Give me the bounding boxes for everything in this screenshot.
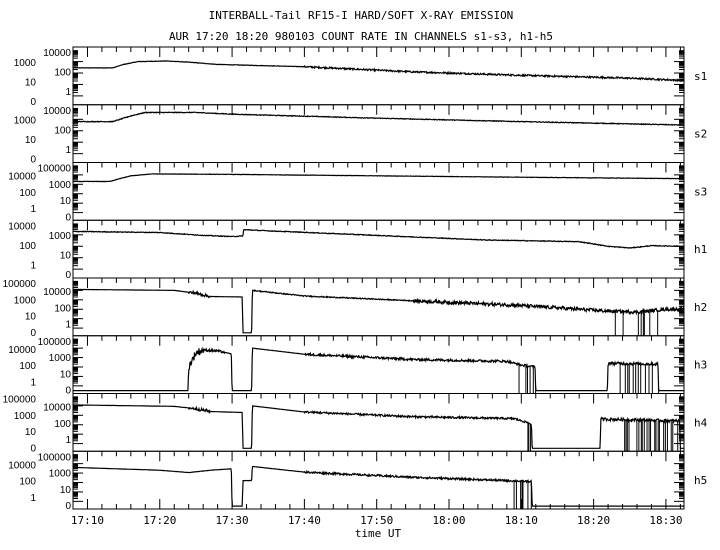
y-tick-label: 10 — [25, 312, 37, 323]
channel-label-h4: h4 — [694, 416, 708, 429]
y-tick-label: 100000 — [38, 452, 72, 463]
y-tick-label: 10 — [25, 427, 37, 438]
y-tick-label: 1 — [30, 493, 36, 504]
x-tick-label: 17:30 — [216, 514, 249, 527]
y-tick-label: 10000 — [8, 172, 36, 183]
channel-label-h1: h1 — [694, 243, 707, 256]
y-tick-label: 1000 — [14, 58, 37, 69]
series-line-h2 — [73, 288, 684, 334]
y-tick-label: 0 — [65, 386, 71, 397]
series-line-h1 — [72, 229, 685, 250]
y-tick-label: 0 — [30, 155, 36, 166]
channel-label-h2: h2 — [694, 301, 707, 314]
x-tick-label: 17:10 — [71, 514, 104, 527]
channel-label-h5: h5 — [694, 474, 707, 487]
y-tick-label: 10 — [60, 251, 72, 262]
y-tick-label: 1000 — [14, 295, 37, 306]
y-tick-label: 1 — [65, 320, 71, 331]
y-tick-label: 100 — [19, 241, 36, 252]
y-tick-label: 10 — [25, 77, 37, 88]
y-tick-label: 100000 — [3, 279, 37, 290]
y-tick-label: 100 — [19, 477, 36, 488]
series-line-h4 — [73, 404, 684, 449]
panel-frame — [72, 46, 685, 106]
y-tick-label: 1 — [65, 145, 71, 156]
panel-frame — [72, 450, 685, 510]
chart-title: INTERBALL-Tail RF15-I HARD/SOFT X-RAY EM… — [209, 9, 514, 22]
series-line-s3 — [72, 173, 684, 183]
chart-subtitle: AUR 17:20 18:20 980103 COUNT RATE IN CHA… — [169, 30, 553, 43]
panel-frame — [72, 277, 685, 337]
x-tick-label: 18:20 — [577, 514, 610, 527]
channel-label-s1: s1 — [694, 70, 707, 83]
y-tick-label: 100000 — [38, 337, 72, 348]
y-tick-label: 1000 — [49, 353, 72, 364]
y-tick-label: 100 — [19, 188, 36, 199]
y-tick-label: 10000 — [8, 345, 36, 356]
x-tick-label: 18:30 — [649, 514, 682, 527]
y-tick-label: 100 — [54, 419, 71, 430]
y-tick-label: 10000 — [43, 106, 71, 117]
series-line-s2 — [72, 111, 685, 126]
y-tick-label: 1 — [30, 204, 36, 215]
y-tick-label: 0 — [30, 97, 36, 108]
panel-frame — [72, 162, 685, 221]
y-tick-label: 0 — [65, 270, 71, 281]
channel-label-s2: s2 — [694, 128, 707, 141]
y-tick-label: 100 — [54, 125, 71, 136]
panel-frame — [72, 393, 685, 452]
y-tick-label: 1 — [65, 87, 71, 98]
x-tick-label: 18:10 — [505, 514, 538, 527]
y-tick-label: 0 — [30, 328, 36, 339]
series-line-s1 — [72, 60, 685, 83]
y-tick-label: 10 — [60, 196, 72, 207]
y-tick-label: 1 — [30, 377, 36, 388]
series-line-h3 — [73, 346, 684, 392]
panel-frame — [72, 335, 685, 394]
y-tick-label: 0 — [65, 212, 71, 223]
y-tick-label: 10000 — [8, 460, 36, 471]
y-tick-label: 100000 — [38, 164, 72, 175]
y-tick-label: 0 — [30, 443, 36, 454]
x-tick-label: 17:50 — [360, 514, 393, 527]
y-tick-label: 1000 — [14, 116, 37, 127]
x-tick-label: 17:40 — [288, 514, 321, 527]
y-tick-label: 100 — [19, 361, 36, 372]
y-tick-label: 1000 — [49, 469, 72, 480]
x-axis-label: time UT — [355, 527, 402, 540]
y-tick-label: 1000 — [49, 231, 72, 242]
y-tick-label: 1 — [65, 435, 71, 446]
x-tick-label: 18:00 — [432, 514, 465, 527]
y-tick-label: 100000 — [3, 395, 37, 406]
y-tick-label: 10000 — [43, 287, 71, 298]
panel-frame — [72, 104, 685, 163]
y-tick-label: 10 — [25, 135, 37, 146]
y-tick-label: 1000 — [49, 180, 72, 191]
y-tick-label: 10000 — [43, 48, 71, 59]
y-tick-label: 0 — [65, 501, 71, 512]
channel-label-h3: h3 — [694, 359, 707, 372]
series-line-h5 — [72, 465, 684, 507]
y-tick-label: 1000 — [14, 411, 37, 422]
y-tick-label: 100 — [54, 68, 71, 79]
y-tick-label: 1 — [30, 260, 36, 271]
y-tick-label: 10000 — [8, 221, 36, 232]
y-tick-label: 10 — [60, 369, 72, 380]
panel-frame — [72, 219, 685, 279]
y-tick-label: 10000 — [43, 403, 71, 414]
y-tick-label: 100 — [54, 303, 71, 314]
channel-label-s3: s3 — [694, 185, 707, 198]
y-tick-label: 10 — [60, 485, 72, 496]
x-tick-label: 17:20 — [143, 514, 176, 527]
